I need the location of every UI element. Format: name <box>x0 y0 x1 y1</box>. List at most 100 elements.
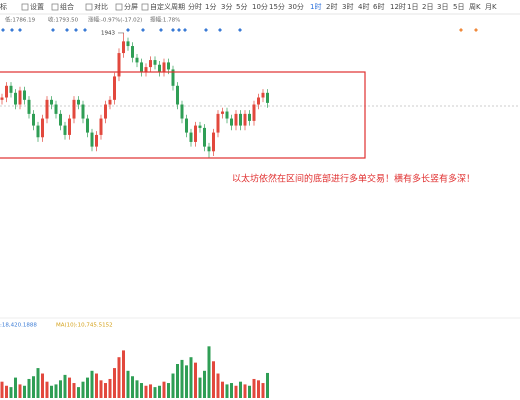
period-tab[interactable]: 6时 <box>373 2 384 11</box>
candle-body <box>180 104 184 119</box>
period-tab[interactable]: 10分 <box>252 2 268 11</box>
volume-bar <box>153 387 157 398</box>
period-tab[interactable]: 周K <box>469 3 481 11</box>
button-icon[interactable] <box>21 3 29 11</box>
button-icon[interactable] <box>85 3 93 11</box>
info-item: 收:1793.50 <box>48 16 79 24</box>
candle-body <box>86 118 89 133</box>
volume-bar <box>140 383 143 398</box>
toolbar-button[interactable]: 分屏 <box>124 2 138 11</box>
period-tab[interactable]: 2日 <box>422 3 433 11</box>
volume-bar <box>158 385 161 398</box>
period-tab[interactable]: 1日 <box>407 3 418 11</box>
volume-bar <box>5 385 8 398</box>
volume-bar <box>32 376 35 398</box>
info-item: 低:1786.19 <box>5 16 36 24</box>
volume-bar <box>207 346 211 398</box>
candle-body <box>0 97 4 100</box>
volume-bar <box>135 380 139 398</box>
volume-bar <box>9 387 13 398</box>
toolbar-button[interactable]: 组合 <box>60 2 74 11</box>
volume-bar <box>50 385 53 398</box>
range-box <box>0 71 366 159</box>
candle-body <box>9 85 13 93</box>
volume-bar <box>117 357 121 398</box>
period-tab[interactable]: 3时 <box>342 2 353 11</box>
button-icon[interactable] <box>115 3 123 11</box>
period-tab[interactable]: 5分 <box>236 2 247 11</box>
volume-bar <box>149 384 152 398</box>
candle-body <box>144 67 148 72</box>
signal-diamond <box>204 28 208 32</box>
period-tab[interactable]: 12时 <box>390 2 406 11</box>
volume-bar <box>108 378 112 398</box>
volume-ma: MA(10):10,745.5152 <box>56 323 113 329</box>
signal-diamond <box>474 28 478 32</box>
period-tab[interactable]: 1时 <box>310 2 321 11</box>
period-tab[interactable]: 2时 <box>326 2 337 11</box>
candle-body <box>68 118 71 135</box>
signal-diamond <box>1 28 5 32</box>
candle-body <box>59 113 62 126</box>
volume-bar <box>14 377 17 398</box>
candle-body <box>72 99 76 119</box>
candle-body <box>203 127 206 147</box>
volume-bar <box>23 385 26 398</box>
signal-diamond <box>141 28 145 32</box>
volume-bar <box>221 381 224 398</box>
period-tab[interactable]: 月K <box>485 3 497 11</box>
period-tab[interactable]: 4时 <box>358 2 369 11</box>
candle-body <box>248 113 251 121</box>
signal-diamond <box>83 28 87 32</box>
candle-body <box>113 76 116 100</box>
candle-body <box>77 99 80 105</box>
signal-diamond <box>177 28 181 32</box>
period-tab[interactable]: 分时 <box>188 2 202 11</box>
period-tab[interactable]: 1分 <box>205 2 216 11</box>
volume-bar <box>243 384 247 398</box>
candle-body <box>194 125 197 142</box>
candle-body <box>234 113 238 126</box>
candle-body <box>162 62 166 72</box>
candle-body <box>131 46 134 58</box>
period-tab[interactable]: 3日 <box>437 3 448 11</box>
period-tab[interactable]: 30分 <box>288 2 304 11</box>
candle-body <box>23 90 26 100</box>
volume-bar <box>90 370 94 398</box>
candle-body <box>140 62 143 72</box>
volume-bar <box>122 350 125 398</box>
button-icon[interactable] <box>51 3 59 11</box>
toolbar-button[interactable]: 设置 <box>30 2 44 11</box>
candle-body <box>117 53 121 77</box>
candle-body <box>252 104 256 121</box>
signal-diamond <box>126 28 130 32</box>
period-tab[interactable]: 5日 <box>453 3 464 11</box>
signal-diamond <box>238 28 242 32</box>
signal-diamond <box>171 28 175 32</box>
button-icon[interactable] <box>141 3 149 11</box>
candle-body <box>41 118 44 138</box>
candle-body <box>212 132 215 152</box>
volume-bar <box>216 373 220 398</box>
volume-bar <box>27 378 31 398</box>
volume-bar <box>189 357 193 398</box>
candle-body <box>189 132 193 142</box>
candle-body <box>230 118 233 126</box>
volume-bar <box>63 374 67 398</box>
period-tab[interactable]: 3分 <box>221 2 232 11</box>
toolbar-button[interactable]: 对比 <box>94 2 108 11</box>
annotation: 以太坊依然在区间的底部进行多单交易！横有多长竖有多深！ <box>232 173 475 185</box>
toolbar-button[interactable]: 标 <box>0 2 7 11</box>
candle-body <box>95 134 98 147</box>
volume-bar <box>194 362 197 398</box>
volume-value: :18,420.1888 <box>0 323 37 329</box>
toolbar-button[interactable]: 自定义周期 <box>150 2 185 11</box>
volume-bar <box>113 368 116 398</box>
candle-body <box>207 146 211 152</box>
period-tab[interactable]: 15分 <box>269 2 285 11</box>
volume-bar <box>99 380 103 398</box>
candle-body <box>99 118 103 135</box>
volume-bar <box>239 381 242 398</box>
candle-body <box>225 111 229 119</box>
signal-diamond <box>459 28 463 32</box>
